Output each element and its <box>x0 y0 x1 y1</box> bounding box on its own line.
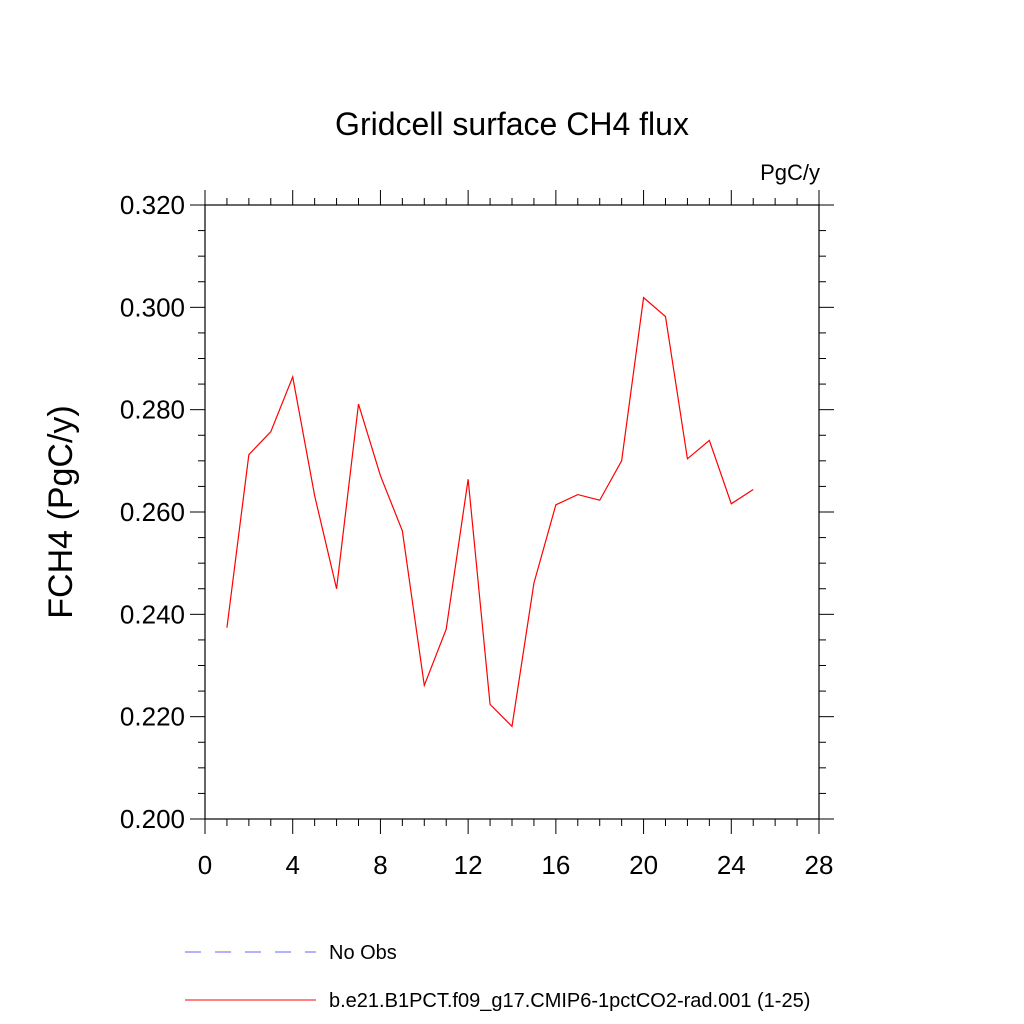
x-tick-label: 4 <box>285 850 299 880</box>
y-tick-label: 0.220 <box>120 702 185 732</box>
legend-label-0: No Obs <box>329 942 397 964</box>
x-tick-label: 16 <box>541 850 570 880</box>
y-tick-label: 0.200 <box>120 804 185 834</box>
y-tick-label: 0.240 <box>120 599 185 629</box>
series-line-0 <box>226 296 754 728</box>
x-tick-label: 24 <box>717 850 746 880</box>
y-tick-label: 0.260 <box>120 497 185 527</box>
axis-ticks <box>190 190 834 834</box>
x-tick-label: 20 <box>629 850 658 880</box>
y-tick-label: 0.280 <box>120 395 185 425</box>
legend: No Obs b.e21.B1PCT.f09_g17.CMIP6-1pctCO2-… <box>185 942 810 1012</box>
x-tick-label: 8 <box>373 850 387 880</box>
legend-label-1: b.e21.B1PCT.f09_g17.CMIP6-1pctCO2-rad.00… <box>329 990 810 1012</box>
y-tick-label: 0.320 <box>120 190 185 220</box>
chart-title: Gridcell surface CH4 flux <box>335 106 689 142</box>
units-label: PgC/y <box>760 160 820 185</box>
x-tick-label: 0 <box>198 850 212 880</box>
x-tick-label: 28 <box>805 850 834 880</box>
axis-tick-labels: 0 4 8 12 16 20 24 28 0.200 0.220 0.240 0.260 0.280 0.… <box>120 190 834 880</box>
y-tick-label: 0.300 <box>120 292 185 322</box>
series-group <box>226 296 754 728</box>
y-axis-label: FCH4 (PgC/y) <box>42 405 80 618</box>
x-tick-label: 12 <box>454 850 483 880</box>
